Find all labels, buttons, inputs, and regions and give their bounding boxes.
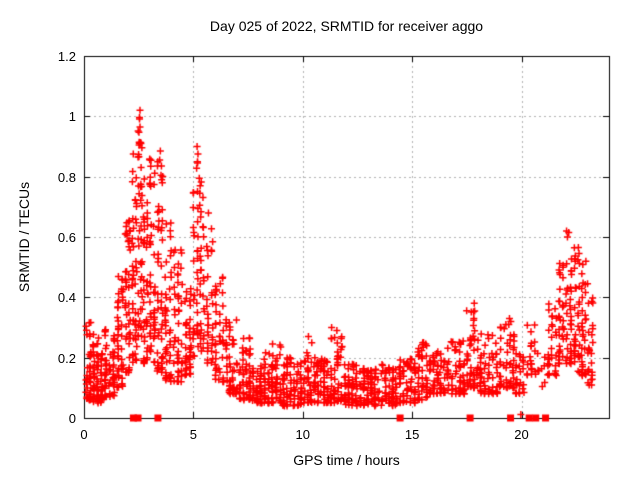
x-tick-label: 15 (404, 427, 420, 442)
chart-title: Day 025 of 2022, SRMTID for receiver agg… (209, 18, 484, 34)
y-tick-label: 0.2 (57, 350, 76, 366)
y-tick-label: 1.2 (57, 49, 76, 64)
x-tick-label: 20 (514, 427, 529, 442)
y-tick-label: 1 (68, 109, 76, 125)
x-axis-label: GPS time / hours (293, 452, 400, 468)
x-tick-label: 5 (189, 427, 197, 442)
x-tick-label: 10 (295, 427, 310, 442)
y-tick-label: 0.4 (57, 290, 76, 306)
y-axis-label: SRMTID / TECUs (16, 181, 32, 293)
x-tick-label: 0 (80, 427, 88, 442)
y-tick-label: 0 (68, 411, 76, 426)
y-tick-label: 0.8 (57, 169, 76, 185)
y-tick-label: 0.6 (57, 230, 76, 245)
